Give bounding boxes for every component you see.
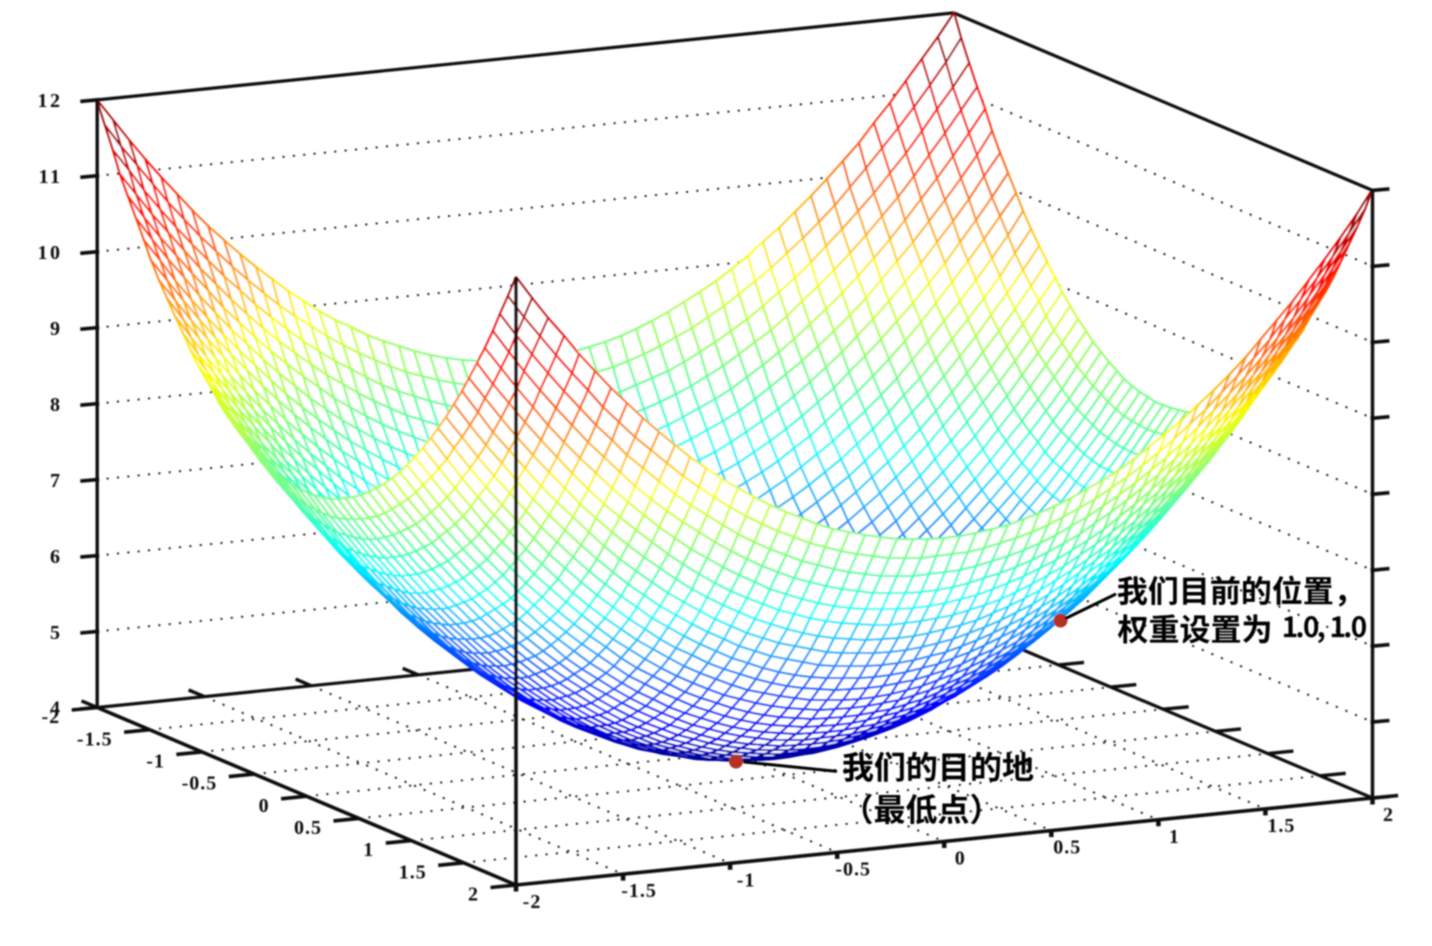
svg-text:-2: -2: [42, 706, 61, 728]
svg-text:5: 5: [50, 622, 61, 644]
svg-text:0.5: 0.5: [294, 817, 322, 839]
svg-text:4: 4: [50, 698, 61, 720]
svg-text:6: 6: [50, 546, 61, 568]
svg-text:0.5: 0.5: [1053, 837, 1081, 859]
svg-text:12: 12: [38, 90, 63, 112]
svg-text:10: 10: [38, 242, 63, 264]
svg-text:-1.5: -1.5: [621, 880, 657, 902]
svg-text:-0.5: -0.5: [835, 859, 871, 881]
svg-text:11: 11: [39, 166, 63, 188]
svg-text:-1: -1: [737, 869, 756, 891]
svg-text:1: 1: [363, 839, 374, 861]
svg-text:0: 0: [955, 848, 966, 870]
svg-text:8: 8: [50, 394, 61, 416]
svg-text:1.5: 1.5: [1267, 815, 1295, 837]
svg-text:-1.5: -1.5: [77, 728, 113, 750]
svg-text:-2: -2: [523, 891, 542, 913]
svg-text:-0.5: -0.5: [182, 773, 218, 795]
svg-text:0: 0: [259, 795, 270, 817]
svg-text:1: 1: [1169, 826, 1180, 848]
svg-text:2: 2: [1383, 804, 1394, 826]
svg-text:-1: -1: [146, 751, 165, 773]
svg-text:9: 9: [50, 318, 61, 340]
svg-text:7: 7: [50, 470, 61, 492]
svg-text:1.5: 1.5: [399, 861, 427, 883]
svg-text:2: 2: [468, 884, 479, 906]
